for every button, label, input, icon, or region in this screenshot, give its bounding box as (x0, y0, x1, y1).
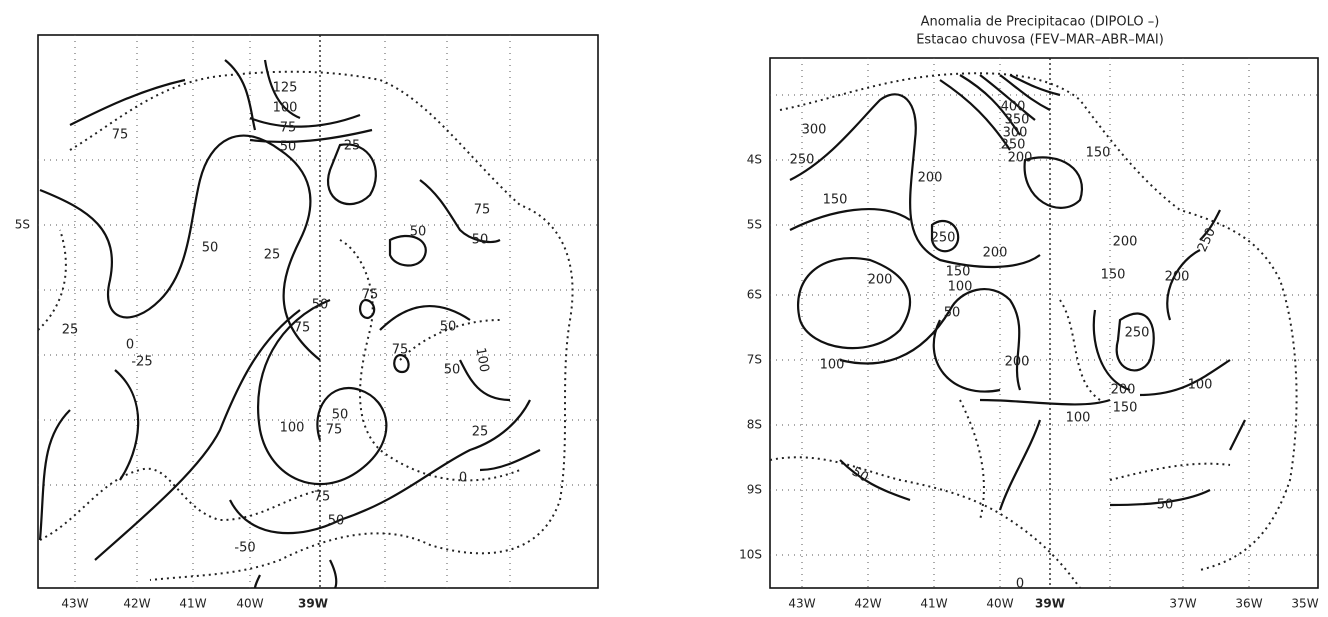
contour-label: 100 (273, 101, 298, 116)
y-tick-label: 6S (747, 288, 762, 302)
x-tick-label: 36W (1235, 597, 1262, 611)
contour-label: 100 (948, 280, 973, 295)
contour-label: 75 (314, 490, 331, 505)
contour-label: 150 (946, 265, 971, 280)
x-tick-label: 39W (298, 597, 328, 611)
contour-label: 50 (472, 233, 489, 248)
contour-label: 0 (126, 338, 134, 353)
x-tick-label: 35W (1291, 597, 1318, 611)
x-tick-label: 39W (1035, 597, 1065, 611)
y-tick-label: 8S (747, 418, 762, 432)
contour-label: 25 (62, 323, 79, 338)
page: 125 100 75 50 75 25 75 50 50 50 25 75 50… (0, 0, 1328, 617)
map-subtitle: Estacao chuvosa (FEV–MAR–ABR–MAI) (916, 33, 1164, 48)
contour-label: 75 (294, 321, 311, 336)
contour-label: 200 (868, 273, 893, 288)
contour-label: 75 (280, 121, 297, 136)
contour-label: 50 (312, 298, 329, 313)
contour-label: 150 (1113, 401, 1138, 416)
contour-label: 75 (362, 288, 379, 303)
x-tick-label: 41W (920, 597, 947, 611)
contour-label: 75 (392, 343, 409, 358)
contour-label: 75 (112, 128, 129, 143)
contour-label: 100 (472, 346, 491, 373)
contour-label: 0 (1016, 577, 1024, 592)
contour-label: 150 (1101, 268, 1126, 283)
contour-label: 50 (440, 320, 457, 335)
contour-label: 250 (1125, 326, 1150, 341)
contour-label: 250 (1195, 226, 1219, 255)
y-tick-label: 9S (747, 483, 762, 497)
contour-label: 200 (1165, 270, 1190, 285)
y-tick-label: 10S (739, 548, 762, 562)
x-tick-label: 43W (61, 597, 88, 611)
contour-label: 100 (820, 358, 845, 373)
x-tick-label: 43W (788, 597, 815, 611)
contour-label: 150 (1086, 146, 1111, 161)
contour-label: -25 (131, 355, 152, 370)
contour-label: 200 (918, 171, 943, 186)
coastline (770, 73, 1297, 588)
contour-label: 300 (802, 123, 827, 138)
contour-label: 50 (202, 241, 219, 256)
contour-label: 250 (790, 153, 815, 168)
contour-label: 100 (1066, 411, 1091, 426)
right-map: Anomalia de Precipitacao (DIPOLO –) Esta… (739, 15, 1319, 611)
contour-label: 25 (344, 139, 361, 154)
contour-label: 75 (474, 203, 491, 218)
y-tick-label: 5S (15, 218, 30, 232)
contour-label: 100 (280, 421, 305, 436)
x-tick-label: 37W (1169, 597, 1196, 611)
x-tick-label: 42W (123, 597, 150, 611)
contour-label: 200 (983, 246, 1008, 261)
contour-label: 0 (459, 471, 467, 486)
contour-label: 200 (1113, 235, 1138, 250)
x-tick-label: 41W (179, 597, 206, 611)
map-title: Anomalia de Precipitacao (DIPOLO –) (921, 15, 1160, 30)
contour-label: 50 (944, 306, 961, 321)
contour-label: 200 (1008, 151, 1033, 166)
contour-label: 125 (273, 81, 298, 96)
contour-label: 200 (1111, 383, 1136, 398)
contour-label: 50 (444, 363, 461, 378)
contour-label: 75 (326, 423, 343, 438)
x-tick-label: 40W (986, 597, 1013, 611)
contour-label: -50 (234, 541, 255, 556)
map-frame (770, 58, 1318, 588)
contour-label: 50 (1157, 498, 1174, 513)
x-tick-label: 42W (854, 597, 881, 611)
y-tick-label: 4S (747, 153, 762, 167)
contour-label: 250 (931, 231, 956, 246)
contour-label: 200 (1005, 355, 1030, 370)
contour-label: 25 (264, 248, 281, 263)
left-map: 125 100 75 50 75 25 75 50 50 50 25 75 50… (15, 35, 598, 611)
contour-label: 50 (332, 408, 349, 423)
contour-label: 25 (472, 425, 489, 440)
y-tick-label: 5S (747, 218, 762, 232)
contour-label: 100 (1188, 378, 1213, 393)
y-tick-label: 7S (747, 353, 762, 367)
contour-label: 50 (280, 140, 297, 155)
contour-label: 50 (328, 514, 345, 529)
x-tick-label: 40W (236, 597, 263, 611)
contour-label: 50 (410, 225, 427, 240)
contour-label: 150 (823, 193, 848, 208)
contour-labels: 400 350 300 250 200 150 300 250 200 150 … (790, 100, 1219, 592)
grid (770, 58, 1318, 588)
